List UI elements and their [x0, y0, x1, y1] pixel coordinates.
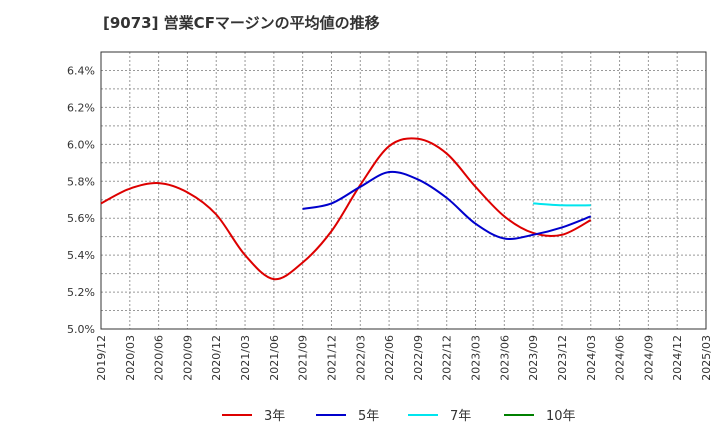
x-axis: 2019/12 2020/03 2020/06 2020/09 2020/12 2021/… — [95, 335, 713, 381]
legend-label: 7年 — [450, 409, 471, 424]
y-tick-label: 5.8% — [67, 175, 95, 188]
x-tick-label: 2023/09 — [527, 335, 540, 381]
y-tick-label: 6.2% — [67, 101, 95, 114]
grid-lines — [101, 52, 706, 329]
y-tick-label: 5.6% — [67, 212, 95, 225]
series-line-1 — [100, 137, 592, 281]
y-tick-label: 5.4% — [67, 249, 95, 262]
y-tick-label: 6.0% — [67, 138, 95, 151]
legend-label: 10年 — [546, 409, 576, 424]
x-tick-label: 2025/03 — [700, 335, 713, 381]
x-tick-label: 2020/12 — [210, 335, 223, 381]
x-tick-label: 2020/09 — [181, 335, 194, 381]
x-tick-label: 2023/03 — [470, 335, 483, 381]
x-tick-label: 2020/03 — [124, 335, 137, 381]
x-tick-label: 2021/12 — [325, 335, 338, 381]
x-tick-label: 2023/12 — [556, 335, 569, 381]
y-tick-label: 5.2% — [67, 286, 95, 299]
x-tick-label: 2020/06 — [153, 335, 166, 381]
chart-title: [9073] 営業CFマージンの平均値の推移 — [103, 14, 380, 32]
legend: 3年 5年 7年 10年 — [222, 409, 576, 424]
y-tick-label: 5.0% — [67, 323, 95, 336]
x-tick-label: 2022/06 — [383, 335, 396, 381]
legend-label: 5年 — [358, 409, 379, 424]
x-tick-label: 2024/09 — [642, 335, 655, 381]
x-tick-label: 2024/06 — [614, 335, 627, 381]
x-tick-label: 2022/12 — [441, 335, 454, 381]
x-tick-label: 2021/03 — [239, 335, 252, 381]
x-tick-label: 2021/09 — [297, 335, 310, 381]
legend-label: 3年 — [264, 409, 285, 424]
series-line-3 — [533, 202, 591, 207]
plot-area — [101, 52, 706, 329]
x-tick-label: 2022/09 — [412, 335, 425, 381]
x-tick-label: 2022/03 — [354, 335, 367, 381]
x-tick-label: 2019/12 — [95, 335, 108, 381]
x-tick-label: 2023/06 — [498, 335, 511, 381]
x-tick-label: 2024/12 — [671, 335, 684, 381]
x-tick-label: 2024/03 — [585, 335, 598, 381]
y-tick-label: 6.4% — [67, 64, 95, 77]
y-axis: 5.0% 5.2% 5.4% 5.6% 5.8% 6.0% 6.2% 6.4% — [67, 64, 95, 336]
series-line-2 — [302, 170, 592, 240]
x-tick-label: 2021/06 — [268, 335, 281, 381]
series-lines — [100, 137, 592, 281]
plot-border — [100, 51, 707, 330]
